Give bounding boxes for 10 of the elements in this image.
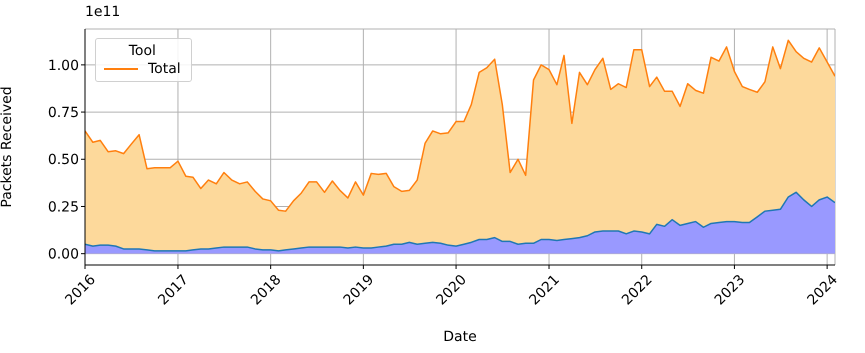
y-tick-label: 0.25 — [48, 199, 79, 216]
text: 1e11 — [85, 4, 120, 20]
x-axis-title: Date — [443, 329, 477, 345]
y-tick-label: 0.50 — [48, 152, 79, 168]
y-tick-label: 0.00 — [48, 246, 79, 263]
legend-label: Total — [148, 61, 181, 77]
legend-title: Tool — [128, 43, 157, 59]
y-tick-label: 0.75 — [48, 105, 79, 122]
y-tick-label: 1.00 — [48, 58, 79, 74]
y-axis-title: Packets Received — [0, 86, 15, 208]
